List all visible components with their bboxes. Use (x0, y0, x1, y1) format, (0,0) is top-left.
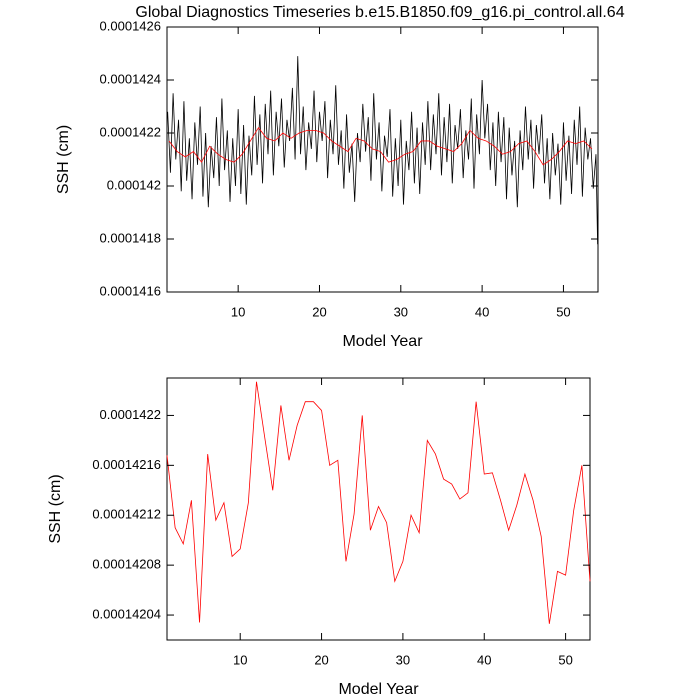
x-axis-label: Model Year (342, 333, 423, 350)
x-axis-label: Model Year (338, 681, 419, 698)
data-line (166, 381, 591, 624)
x-tick-label: 20 (314, 652, 328, 667)
x-tick-label: 40 (477, 652, 491, 667)
data-line (167, 56, 598, 245)
y-tick-label: 0.0001422 (100, 124, 161, 139)
y-tick-label: 0.0001426 (100, 18, 161, 33)
y-tick-label: 0.0001424 (100, 71, 161, 86)
y-axis-label: SSH (cm) (47, 474, 64, 543)
x-tick-label: 20 (312, 304, 326, 319)
y-tick-label: 0.0001416 (100, 283, 161, 298)
chart-title: Global Diagnostics Timeseries b.e15.B185… (135, 4, 624, 21)
y-tick-label: 0.00014216 (92, 457, 161, 472)
x-tick-label: 40 (475, 304, 489, 319)
x-tick-label: 30 (394, 304, 408, 319)
plot-frame (166, 26, 599, 293)
y-tick-label: 0.000142 (107, 177, 161, 192)
x-tick-label: 50 (556, 304, 570, 319)
x-tick-label: 10 (233, 652, 247, 667)
y-axis-label: SSH (cm) (55, 125, 72, 194)
plot-frame (166, 377, 591, 641)
y-tick-label: 0.00014208 (92, 557, 161, 572)
x-tick-label: 30 (396, 652, 410, 667)
x-tick-label: 10 (231, 304, 245, 319)
data-line (168, 126, 593, 166)
x-tick-label: 50 (558, 652, 572, 667)
y-tick-label: 0.0001418 (100, 230, 161, 245)
y-tick-label: 0.0001422 (100, 407, 161, 422)
y-tick-label: 0.00014204 (92, 606, 161, 621)
y-tick-label: 0.00014212 (92, 507, 161, 522)
